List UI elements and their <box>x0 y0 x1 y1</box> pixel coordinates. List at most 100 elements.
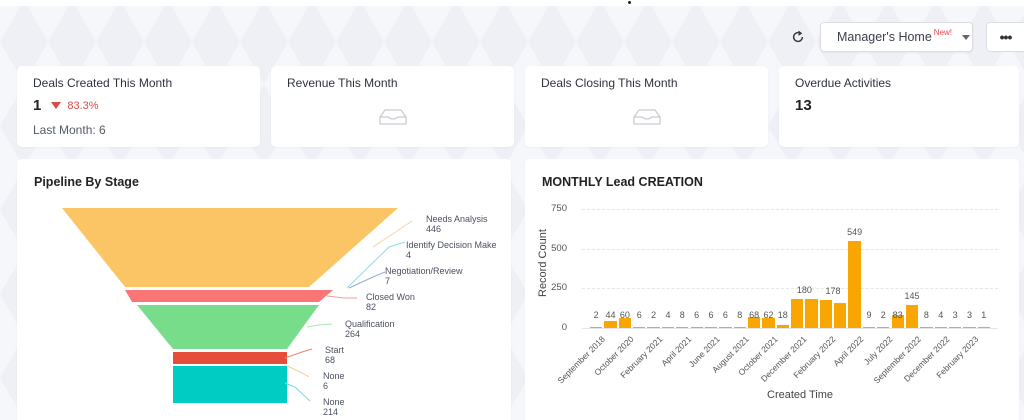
bar-value-label: 180 <box>796 285 812 296</box>
bar[interactable] <box>891 314 904 328</box>
bar-value-label: 6 <box>722 310 728 320</box>
view-select-label: Manager's Home <box>837 30 932 44</box>
kpi-change: 83.3% <box>67 99 99 112</box>
bar-value-label: 9 <box>866 310 872 320</box>
kpi-title: Overdue Activities <box>795 76 892 90</box>
bar[interactable] <box>704 327 718 328</box>
x-tick-label: April 2022 <box>831 334 866 369</box>
funnel-label: Start 68 <box>325 345 345 365</box>
bar[interactable] <box>590 327 603 328</box>
bar[interactable] <box>963 327 976 328</box>
kpi-title: Revenue This Month <box>287 76 398 90</box>
bar[interactable] <box>647 327 660 328</box>
bar[interactable] <box>834 302 847 328</box>
kpi-value: 13 <box>795 97 812 114</box>
bar-value-label: 2 <box>593 310 599 320</box>
new-badge: New! <box>933 27 953 37</box>
chevron-down-icon <box>962 34 971 40</box>
bar-value-label: 2 <box>880 310 886 320</box>
bar-value-label: 145 <box>904 290 920 301</box>
y-axis-title: Record Count <box>537 229 549 297</box>
kpi-deals-created[interactable]: Deals Created This Month 1 83.3% Last Mo… <box>17 66 260 147</box>
y-tick-label: 250 <box>551 282 567 294</box>
refresh-icon <box>792 30 804 43</box>
bar[interactable] <box>948 327 962 328</box>
bar[interactable] <box>905 304 919 328</box>
bar[interactable] <box>661 327 675 328</box>
bar[interactable] <box>862 326 876 328</box>
bar-value-label: 8 <box>737 310 743 320</box>
bar-value-label: 549 <box>847 226 863 237</box>
kpi-value: 1 <box>33 97 42 114</box>
funnel-chart <box>62 208 413 403</box>
kpi-revenue[interactable]: Revenue This Month <box>271 66 514 147</box>
kpi-title: Deals Closing This Month <box>541 76 678 90</box>
bar[interactable] <box>618 318 632 328</box>
kpi-overdue-activities[interactable]: Overdue Activities 13 <box>779 66 1019 147</box>
bar[interactable] <box>604 321 617 328</box>
funnel-label: Qualification 264 <box>345 319 395 339</box>
kpi-title: Deals Created This Month <box>33 76 173 90</box>
bar-value-label: 60 <box>619 310 630 320</box>
empty-tray-icon <box>378 109 407 125</box>
gridline <box>582 209 998 210</box>
bar[interactable] <box>805 299 818 328</box>
bar-value-label: 8 <box>679 310 685 320</box>
funnel-label: Identify Decision Make 4 <box>406 240 497 260</box>
bar[interactable] <box>762 318 775 328</box>
bar-value-label: 3 <box>966 310 972 320</box>
bar[interactable] <box>877 327 890 328</box>
more-options-button[interactable]: ••• <box>986 22 1024 52</box>
bar[interactable] <box>633 327 646 328</box>
funnel-label: Closed Won 82 <box>366 292 415 312</box>
funnel-segment-qualification[interactable] <box>137 305 319 349</box>
x-tick-label: September 2018 <box>555 334 608 386</box>
empty-tray-icon <box>632 109 661 125</box>
bar-value-label: 4 <box>938 310 944 320</box>
more-icon: ••• <box>999 29 1013 45</box>
bar-value-label: 62 <box>763 310 774 320</box>
bar-value-label: 2 <box>651 310 657 320</box>
funnel-segment-needs-analysis[interactable] <box>62 208 398 287</box>
bar[interactable] <box>819 299 833 328</box>
bar[interactable] <box>791 299 804 328</box>
pipeline-by-stage-panel: Pipeline By Stage Needs Analysis 446 Iden… <box>17 159 511 420</box>
monthly-lead-creation-panel: MONTHLY Lead CREATION 0 250 500 750 2 44 60 6 2 4… <box>525 159 1019 420</box>
funnel-segment-none[interactable] <box>173 366 287 403</box>
bar[interactable] <box>776 325 789 328</box>
y-tick-label: 750 <box>551 203 567 214</box>
bar-value-label: 3 <box>952 310 958 320</box>
bar[interactable] <box>934 327 947 328</box>
panel-title: Pipeline By Stage <box>34 175 139 189</box>
bar-chart: 0 250 500 750 2 44 60 6 2 4 8 6 6 6 8 68 62 18 180 178 549 9 2… <box>525 159 1019 420</box>
funnel-segment-closed-won[interactable] <box>125 290 333 302</box>
refresh-button[interactable] <box>788 27 808 47</box>
gridline <box>582 328 998 329</box>
bar[interactable] <box>676 326 689 328</box>
bar[interactable] <box>747 317 761 328</box>
bar-value-label: 83 <box>892 310 903 320</box>
bar[interactable] <box>733 326 746 328</box>
bar-value-label: 68 <box>749 310 760 320</box>
funnel-label: Needs Analysis 446 <box>426 214 488 234</box>
kpi-deals-closing[interactable]: Deals Closing This Month <box>525 66 768 147</box>
bar[interactable] <box>690 327 703 328</box>
funnel-segment-start[interactable] <box>173 352 287 364</box>
y-tick-label: 0 <box>561 322 567 333</box>
bar[interactable] <box>920 326 933 328</box>
panel-title: MONTHLY Lead CREATION <box>542 175 703 189</box>
gridline <box>582 288 998 290</box>
x-axis-title: Created Time <box>767 389 834 401</box>
funnel-label: None 214 <box>323 397 345 417</box>
cursor-dot <box>628 1 631 4</box>
bar-value-label: 18 <box>777 310 788 320</box>
kpi-comparison: Last Month: 6 <box>33 123 106 137</box>
bar[interactable] <box>719 327 732 328</box>
dashboard-view-select[interactable]: Manager's Home New! <box>820 22 973 52</box>
bar-value-label: 8 <box>923 310 929 320</box>
bar-value-label: 44 <box>605 310 616 320</box>
bar[interactable] <box>848 240 861 328</box>
funnel-label: None 6 <box>323 371 345 391</box>
bar-value-label: 4 <box>665 310 671 320</box>
bar[interactable] <box>977 327 990 328</box>
